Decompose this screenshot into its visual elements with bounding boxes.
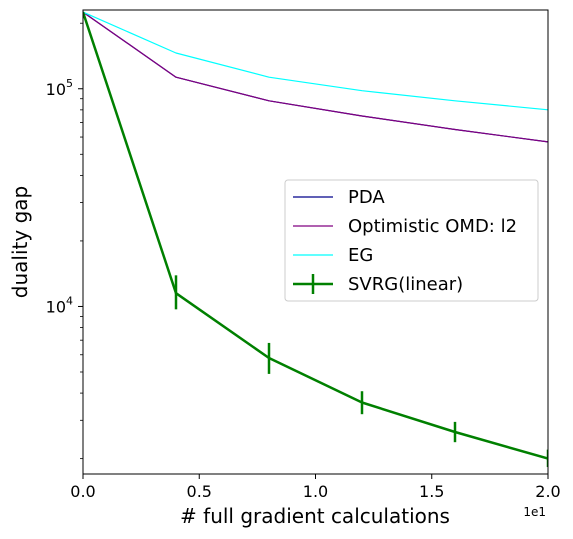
legend-label: EG: [348, 245, 373, 266]
y-axis-label: duality gap: [8, 186, 32, 298]
legend-label: Optimistic OMD: l2: [348, 216, 517, 237]
x-tick-label: 1.0: [303, 482, 328, 501]
legend-label: SVRG(linear): [348, 274, 463, 295]
y-tick-exponent: 4: [66, 294, 73, 307]
series-line-3: [83, 11, 548, 460]
x-tick-label: 1.5: [419, 482, 444, 501]
series-layer: [83, 11, 548, 468]
y-tick-label: 104: [46, 294, 73, 316]
y-tick-exponent: 5: [66, 77, 73, 90]
series-line-1: [83, 11, 548, 143]
legend-box: [284, 179, 539, 302]
x-tick-label: 2.0: [535, 482, 560, 501]
x-axis: 0.0 0.5 1.0 1.5 2.0: [70, 474, 561, 501]
x-tick-label: 0.5: [187, 482, 212, 501]
x-offset-label: 1e1: [523, 505, 546, 519]
legend-label: PDA: [348, 187, 385, 208]
series-line-2: [83, 11, 548, 111]
legend: PDA Optimistic OMD: l2 EG SVRG(linear): [284, 179, 539, 302]
y-tick-base: 10: [46, 80, 66, 99]
x-tick-label: 0.0: [70, 482, 95, 501]
y-tick-label: 105: [46, 77, 73, 99]
x-axis-label: # full gradient calculations: [180, 504, 450, 528]
y-tick-base: 10: [46, 297, 66, 316]
legend-items: PDA Optimistic OMD: l2 EG SVRG(linear): [293, 187, 517, 295]
